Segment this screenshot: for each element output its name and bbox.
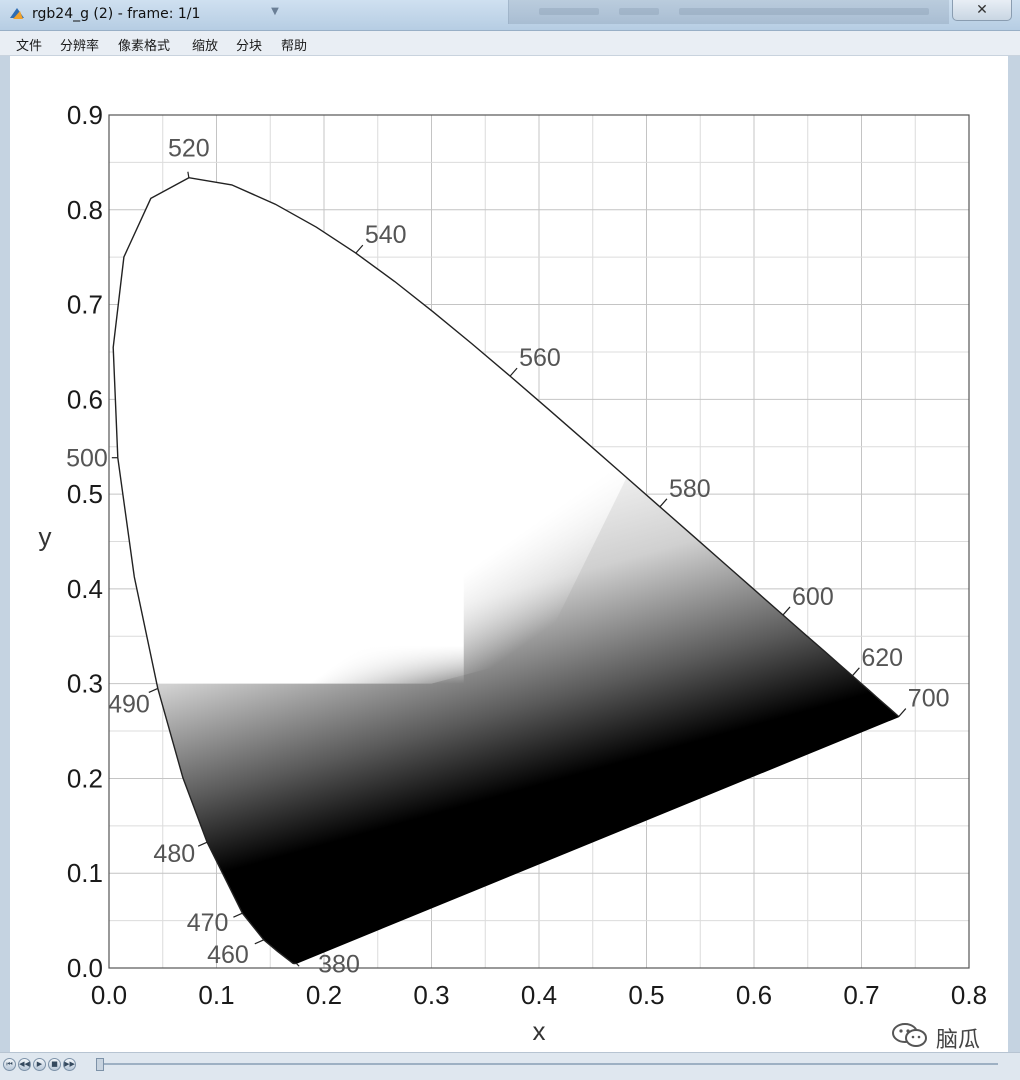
spectral-locus xyxy=(112,176,900,965)
cie-chromaticity-chart: 0.0 0.1 0.2 0.3 0.4 0.5 0.6 0.7 0.8 0.0 0.1 0.2 0.3 0… xyxy=(39,100,988,1047)
plot-frame xyxy=(108,114,970,969)
wavelength-label-580: 580 xyxy=(669,475,711,503)
x-tick-label: 0.3 xyxy=(413,980,449,1010)
y-tick-label: 0.7 xyxy=(67,290,103,320)
x-tick-label: 0.1 xyxy=(198,980,234,1010)
seek-slider[interactable] xyxy=(96,1058,104,1071)
menu-help[interactable]: 帮助 xyxy=(281,39,308,54)
y-tick-label: 0.2 xyxy=(67,763,103,793)
y-tick-label: 0.6 xyxy=(67,384,103,414)
play-button[interactable]: ▶ xyxy=(33,1058,46,1071)
title-bar[interactable]: rgb24_g (2) - frame: 1/1 ▼ ✕ xyxy=(0,0,1020,31)
stop-button[interactable]: ■ xyxy=(48,1058,61,1071)
wavelength-tick xyxy=(197,841,208,847)
wavelength-tick xyxy=(509,367,518,377)
wavelength-label-560: 560 xyxy=(519,344,561,372)
wavelength-label-470: 470 xyxy=(187,909,229,937)
y-tick-label: 0.0 xyxy=(67,953,103,983)
menu-file[interactable]: 文件 xyxy=(16,39,43,54)
wavelength-tick xyxy=(254,939,265,945)
y-tick-label: 0.4 xyxy=(67,574,103,604)
wavelength-label-600: 600 xyxy=(792,583,834,611)
x-tick-label: 0.6 xyxy=(736,980,772,1010)
x-tick-label: 0.8 xyxy=(951,980,987,1010)
chevron-down-icon[interactable]: ▼ xyxy=(271,6,279,17)
wavelength-label-500: 500 xyxy=(66,445,108,473)
wavelength-label-520: 520 xyxy=(168,135,210,163)
right-frame xyxy=(1008,56,1020,1052)
wavelength-tick xyxy=(148,687,159,693)
wavelength-label-460: 460 xyxy=(207,941,249,969)
next-frame-button[interactable]: ▶▶ xyxy=(63,1058,76,1071)
wavelength-label-620: 620 xyxy=(861,644,903,672)
axis-titles: xy xyxy=(39,522,546,1047)
y-tick-label: 0.1 xyxy=(67,858,103,888)
y-tick-label: 0.5 xyxy=(67,479,103,509)
app-icon xyxy=(10,8,24,19)
locus-curve xyxy=(112,176,900,965)
menu-zoom[interactable]: 缩放 xyxy=(192,39,219,54)
wavelength-tick xyxy=(233,912,243,918)
status-bar xyxy=(0,1052,1020,1080)
purple-line xyxy=(295,715,900,964)
menu-tile[interactable]: 分块 xyxy=(236,39,263,54)
wavelength-tick xyxy=(187,171,190,178)
x-tick-label: 0.2 xyxy=(306,980,342,1010)
wavelength-label-540: 540 xyxy=(365,221,407,249)
y-tick-label: 0.9 xyxy=(67,100,103,130)
left-frame xyxy=(0,56,10,1052)
x-tick-label: 0.0 xyxy=(91,980,127,1010)
wavelength-tick xyxy=(659,498,668,508)
seek-track[interactable] xyxy=(100,1063,998,1065)
menu-pixel-format[interactable]: 像素格式 xyxy=(118,39,171,54)
x-axis-title: x xyxy=(533,1016,546,1046)
y-axis-title: y xyxy=(39,522,52,552)
background-window-strip xyxy=(508,0,949,24)
wavelength-tick xyxy=(898,708,907,717)
x-tick-label: 0.4 xyxy=(521,980,557,1010)
x-tick-label: 0.5 xyxy=(628,980,664,1010)
close-button[interactable]: ✕ xyxy=(952,0,1012,21)
wavelength-label-480: 480 xyxy=(153,840,195,868)
x-tick-label: 0.7 xyxy=(843,980,879,1010)
window-title: rgb24_g (2) - frame: 1/1 xyxy=(32,6,201,22)
wavelength-tick xyxy=(851,667,860,677)
image-canvas[interactable]: 0.0 0.1 0.2 0.3 0.4 0.5 0.6 0.7 0.8 0.0 0.1 0.2 0.3 0… xyxy=(10,56,1008,1052)
wechat-icon xyxy=(892,1023,927,1047)
prev-frame-button[interactable]: ◀◀ xyxy=(18,1058,31,1071)
y-tick-label: 0.3 xyxy=(67,669,103,699)
axis-ticks: 0.0 0.1 0.2 0.3 0.4 0.5 0.6 0.7 0.8 0.0 0.1 0.2 0.3 0… xyxy=(67,100,987,1010)
first-frame-button[interactable]: ⏮ xyxy=(3,1058,16,1071)
wavelength-tick xyxy=(782,606,791,616)
wavelength-label-380: 380 xyxy=(318,950,360,978)
close-icon: ✕ xyxy=(976,2,988,18)
watermark: 脑瓜 xyxy=(890,1018,1000,1053)
wavelength-tick xyxy=(295,962,300,967)
menu-bar: 文件 分辨率 像素格式 缩放 分块 帮助 xyxy=(0,31,1020,56)
menu-resolution[interactable]: 分辨率 xyxy=(60,39,100,54)
y-tick-label: 0.8 xyxy=(67,195,103,225)
wavelength-tick xyxy=(355,244,364,254)
watermark-text: 脑瓜 xyxy=(936,1028,981,1053)
wavelength-label-700: 700 xyxy=(908,685,950,713)
wavelength-label-490: 490 xyxy=(108,690,150,718)
